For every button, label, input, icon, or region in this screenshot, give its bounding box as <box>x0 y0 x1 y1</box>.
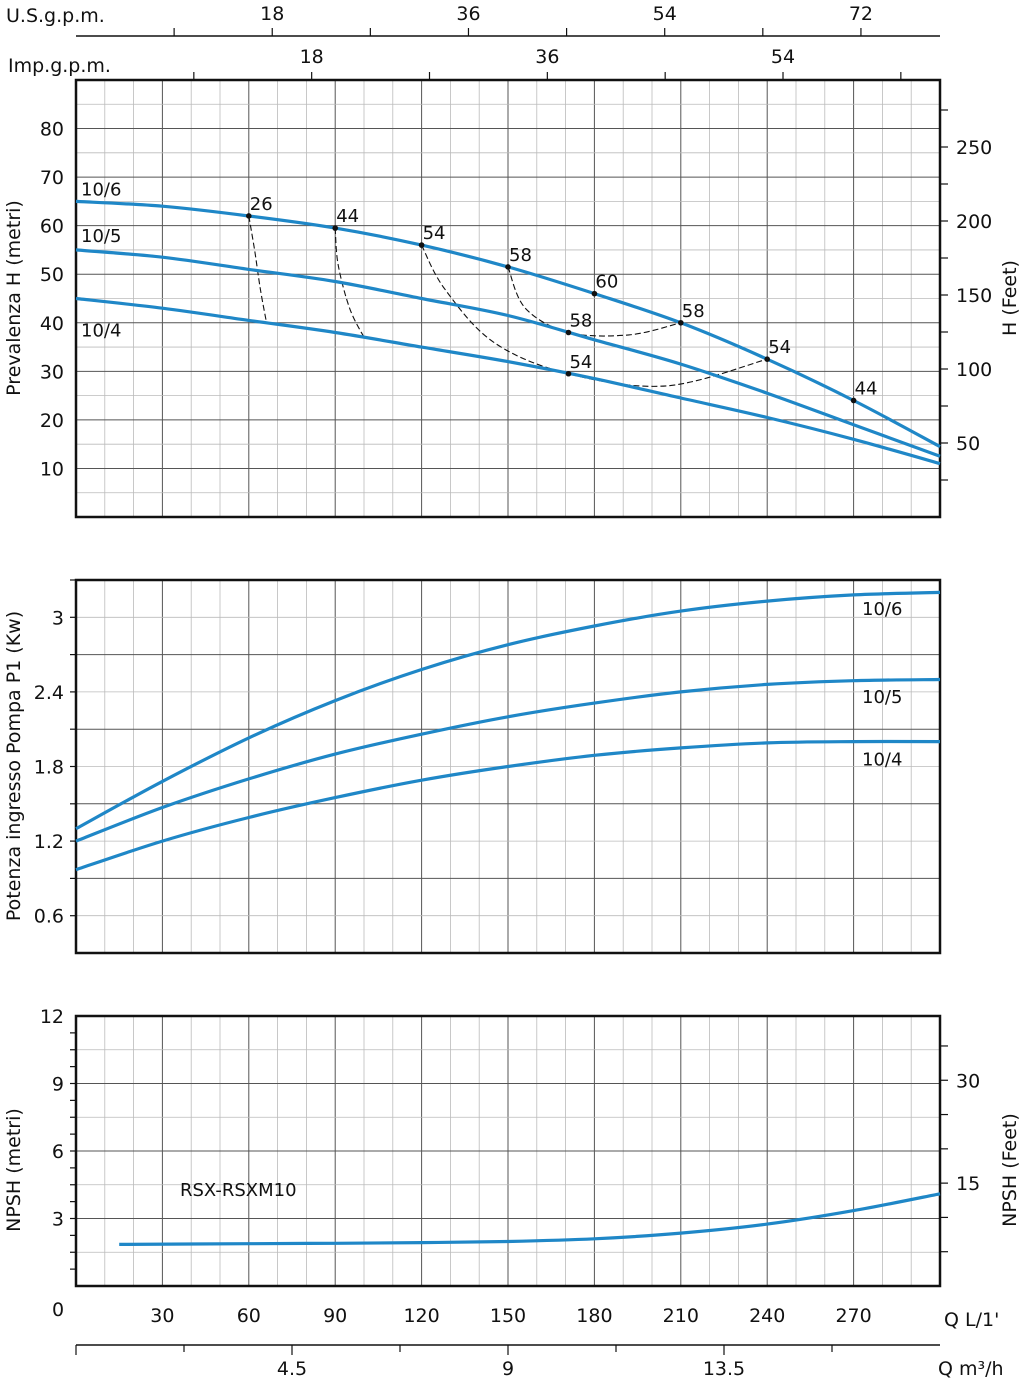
y-tick-label: 12 <box>40 1006 64 1028</box>
x-tick-label: 120 <box>403 1305 439 1327</box>
m3h-tick-label: 13.5 <box>703 1358 745 1380</box>
x-tick-label: 150 <box>490 1305 526 1327</box>
usgpm-tick-label: 18 <box>260 3 284 25</box>
y-right-tick-label: 200 <box>956 211 992 233</box>
curve-label: 10/6 <box>862 599 902 620</box>
pump-performance-chart: 102030405060708050100150200250Prevalenza… <box>0 0 1025 1381</box>
y-tick-label: 50 <box>40 264 64 286</box>
m3h-tick-label: 9 <box>502 1358 514 1380</box>
y-tick-label: 6 <box>52 1141 64 1163</box>
y-tick-label: 40 <box>40 313 64 335</box>
curve-label: 10/6 <box>81 179 121 200</box>
x-tick-label: 240 <box>749 1305 785 1327</box>
x-tick-label: 270 <box>835 1305 871 1327</box>
power-chart: 0.6 1.2 1.8 2.4 3 Potenza ingresso Pompa P1 (… <box>3 580 940 953</box>
efficiency-label: 44 <box>855 378 878 399</box>
y-tick-label: 0.6 <box>34 906 64 928</box>
y-right-tick-label: 250 <box>956 137 992 159</box>
usgpm-tick-label: 54 <box>653 3 677 25</box>
curve-label: 10/4 <box>81 321 121 342</box>
efficiency-label: 44 <box>336 206 359 227</box>
efficiency-label: 54 <box>768 337 791 358</box>
usgpm-tick-label: 36 <box>456 3 480 25</box>
y-right-tick-label: 50 <box>956 433 980 455</box>
y-tick-label: 20 <box>40 410 64 432</box>
grid <box>76 80 940 517</box>
efficiency-label: 58 <box>569 310 592 331</box>
y-tick-label: 70 <box>40 167 64 189</box>
x-axis-title-impgpm: Imp.g.p.m. <box>8 55 111 77</box>
efficiency-label: 60 <box>595 272 618 293</box>
y-tick-label: 30 <box>40 361 64 383</box>
x-tick-label: 60 <box>237 1305 261 1327</box>
x-tick-label: 30 <box>150 1305 174 1327</box>
npsh-curve <box>119 1194 940 1245</box>
impgpm-tick-label: 18 <box>300 46 324 68</box>
efficiency-label: 58 <box>682 301 705 322</box>
y-tick-label: 9 <box>52 1074 64 1096</box>
y-tick-label: 10 <box>40 458 64 480</box>
y-right-tick-label: 100 <box>956 359 992 381</box>
x-zero-label: 0 <box>52 1299 64 1321</box>
curve-label: 10/5 <box>81 226 121 247</box>
npsh-chart: 3 6 9 12 15 30 NPSH (metri) NPSH (Feet) RSX-RSXM… <box>3 1006 1021 1286</box>
y-tick-label: 3 <box>52 1209 64 1231</box>
x-tick-label: 90 <box>323 1305 347 1327</box>
x-tick-label: 210 <box>663 1305 699 1327</box>
curve-label: 10/5 <box>862 687 902 708</box>
y-axis-title-head-feet: H (Feet) <box>999 260 1021 336</box>
efficiency-label: 26 <box>250 194 273 215</box>
x-axis-title-lpm: Q L/1' <box>944 1309 999 1331</box>
efficiency-label: 54 <box>423 223 446 244</box>
efficiency-label: 58 <box>509 245 532 266</box>
y-tick-label: 2.4 <box>34 682 64 704</box>
efficiency-label: 54 <box>569 352 592 373</box>
y-axis-title-power: Potenza ingresso Pompa P1 (Kw) <box>3 611 25 921</box>
impgpm-tick-label: 36 <box>535 46 559 68</box>
y-axis-title-npsh: NPSH (metri) <box>3 1108 25 1232</box>
x-tick-label: 180 <box>576 1305 612 1327</box>
y-tick-label: 80 <box>40 119 64 141</box>
y-tick-label: 60 <box>40 216 64 238</box>
impgpm-tick-label: 54 <box>771 46 795 68</box>
usgpm-tick-label: 72 <box>849 3 873 25</box>
head-chart: 10 20 30 40 50 60 70 80 50 100 150 200 250 Prevalenza… <box>3 80 1021 517</box>
y-tick-label: 3 <box>52 607 64 629</box>
y-tick-label: 1.8 <box>34 757 64 779</box>
curve-label: 10/4 <box>862 749 902 770</box>
npsh-annotation: RSX-RSXM10 <box>180 1180 297 1201</box>
y-axis-title-npsh-feet: NPSH (Feet) <box>999 1113 1021 1227</box>
y-right-tick-label: 150 <box>956 285 992 307</box>
x-axis-title-usgpm: U.S.g.p.m. <box>6 5 105 27</box>
y-right-tick-label: 15 <box>956 1173 980 1195</box>
y-axis-title-head: Prevalenza H (metri) <box>3 200 25 396</box>
x-axis-title-m3h: Q m³/h <box>938 1358 1004 1380</box>
m3h-tick-label: 4.5 <box>277 1358 307 1380</box>
y-right-tick-label: 30 <box>956 1070 980 1092</box>
y-tick-label: 1.2 <box>34 831 64 853</box>
